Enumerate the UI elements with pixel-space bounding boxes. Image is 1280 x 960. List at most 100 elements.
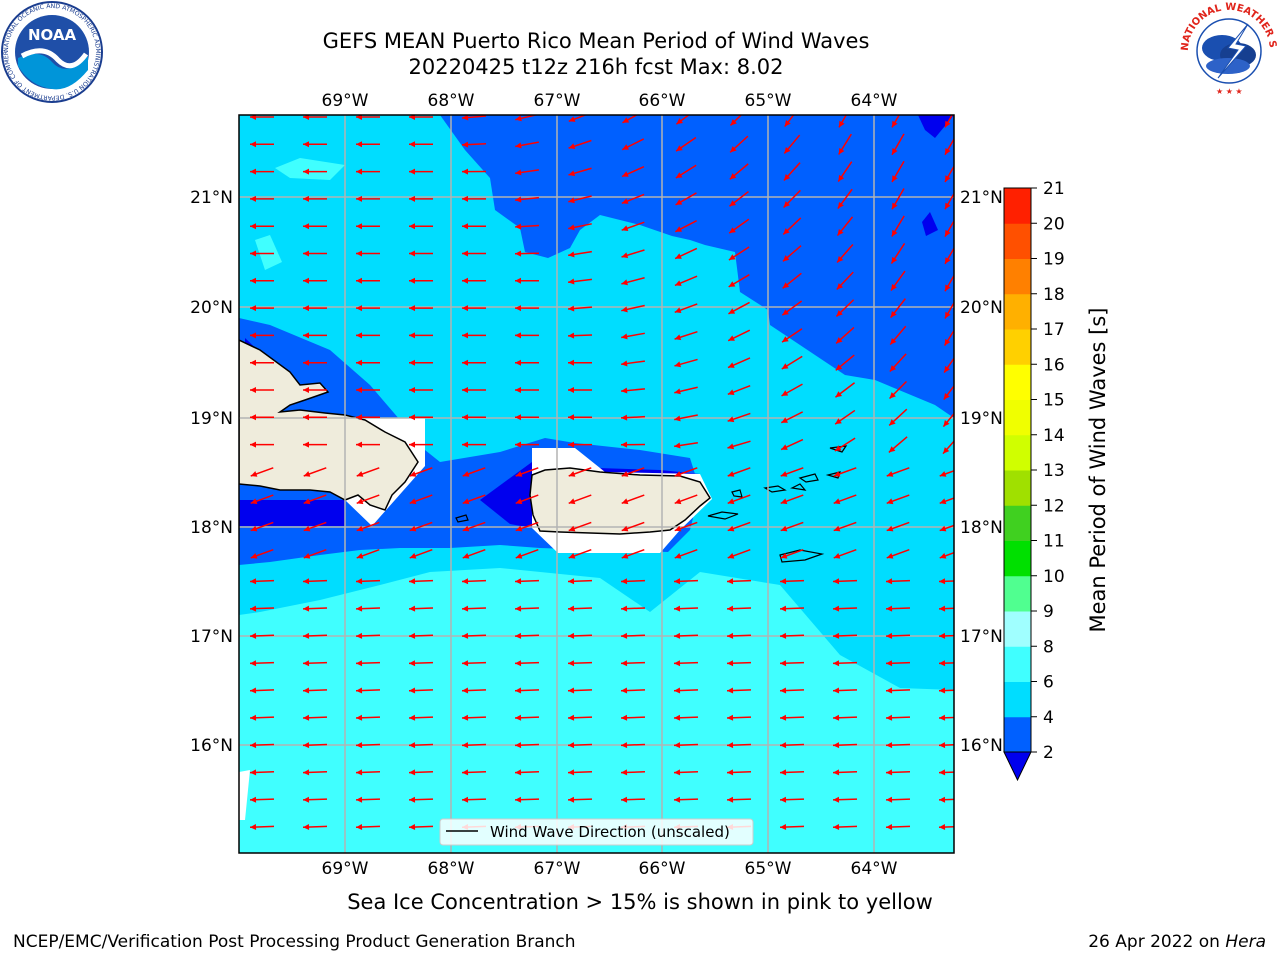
wind-wave-arrowhead [889, 392, 896, 399]
period-band-2-4 [440, 115, 954, 418]
wind-wave-arrowhead [356, 605, 363, 612]
wind-wave-arrowhead [409, 305, 415, 312]
land-puerto-rico [529, 467, 711, 535]
island-mona [455, 514, 469, 523]
wind-wave-arrowhead [781, 417, 789, 423]
wind-wave-arrowhead [303, 168, 309, 175]
colorbar-swatch [1004, 681, 1031, 718]
wind-wave-arrowhead [674, 498, 682, 505]
wind-wave-arrowhead [886, 553, 894, 559]
wind-wave-arrowhead [782, 309, 789, 316]
wind-wave-arrowhead [838, 174, 845, 182]
wind-wave-arrowhead [886, 660, 893, 667]
wind-wave-arrowhead [409, 250, 415, 257]
colorbar-swatch [1004, 434, 1031, 471]
wind-wave-arrowhead [515, 441, 521, 448]
wind-wave-arrowhead [939, 578, 946, 585]
wind-wave-arrowhead [356, 168, 362, 175]
wind-wave-arrowhead [621, 687, 628, 694]
wind-wave-arrowhead [356, 332, 362, 339]
wind-wave-arrowhead [780, 742, 787, 749]
wind-wave-arrowhead [303, 632, 310, 639]
wind-wave-arrowhead [780, 525, 788, 532]
lon-label: 68°W [428, 859, 475, 879]
colorbar-tick-label: 16 [1043, 355, 1065, 375]
wind-wave-arrowhead [782, 255, 790, 262]
wind-wave-arrowhead [250, 250, 256, 257]
wind-wave-arrowhead [462, 332, 468, 339]
wind-wave-arrowhead [621, 605, 628, 612]
wind-wave-arrowhead [945, 311, 951, 319]
period-band-under-2 [918, 115, 954, 138]
wind-wave-arrowhead [727, 605, 734, 612]
wind-wave-arrowhead [462, 141, 469, 148]
wind-wave-arrowhead [730, 146, 737, 153]
colorbar-swatch [1004, 364, 1031, 400]
wind-wave-arrowhead [674, 361, 682, 368]
wind-wave-arrowhead [939, 605, 946, 612]
wind-wave-arrowhead [515, 660, 522, 667]
wind-wave-arrowhead [303, 414, 309, 421]
land-hispaniola [239, 339, 419, 511]
wind-wave-arrowhead [834, 445, 842, 452]
wind-wave-arrowhead [568, 769, 575, 776]
wind-wave-arrowhead [728, 335, 735, 341]
wind-wave-arrowhead [303, 250, 309, 257]
wind-wave-arrowhead [944, 338, 951, 346]
wind-wave-arrowhead [833, 660, 840, 667]
wind-wave-arrowhead [727, 742, 734, 749]
wind-wave-arrowhead [515, 387, 521, 393]
wind-wave-arrowhead [727, 796, 734, 803]
colorbar-swatch [1004, 716, 1031, 753]
wind-wave-arrowhead [621, 198, 629, 204]
wind-wave-arrowhead [835, 391, 843, 398]
wind-wave-arrowhead [303, 660, 310, 667]
wind-wave-arrowhead [568, 578, 575, 585]
wind-wave-arrowhead [727, 471, 735, 477]
wind-wave-arrowhead [621, 387, 628, 394]
lat-label: 17°N [960, 627, 1003, 647]
wind-wave-arrowhead [621, 525, 629, 532]
wind-wave-arrowhead [250, 769, 257, 776]
wind-wave-arrowhead [515, 115, 522, 122]
wind-wave-arrowhead [568, 714, 575, 721]
wind-wave-arrowhead [889, 365, 897, 372]
wind-wave-arrowhead [836, 310, 843, 317]
wind-wave-arrowhead [782, 282, 790, 289]
wind-wave-arrowhead [515, 714, 522, 721]
wind-wave-arrowhead [729, 173, 737, 180]
wind-wave-arrowhead [727, 525, 735, 532]
wind-wave-arrowhead [409, 195, 415, 202]
wind-wave-arrowhead [939, 742, 946, 749]
wind-wave-arrowhead [250, 632, 257, 639]
wind-wave-arrowhead [886, 714, 893, 721]
island-st-thomas [763, 485, 787, 493]
masked-region [239, 770, 250, 820]
wind-wave-arrowhead [409, 687, 416, 694]
wind-wave-arrowhead [780, 769, 787, 776]
wind-wave-arrowhead [621, 360, 628, 367]
wind-wave-arrowhead [250, 387, 256, 393]
wind-wave-arrowhead [621, 306, 628, 313]
lat-labels-left: 21°N 20°N 19°N 18°N 17°N 16°N [190, 188, 233, 756]
wind-wave-arrowhead [409, 714, 416, 721]
wind-wave-arrowhead [303, 305, 309, 312]
wind-wave-arrowhead [780, 796, 787, 803]
wind-wave-arrowhead [784, 119, 791, 127]
lon-label: 64°W [851, 859, 898, 879]
wind-wave-arrowhead [674, 388, 681, 395]
wind-wave-arrowhead [892, 202, 898, 210]
wind-wave-arrowhead [515, 332, 521, 339]
wind-wave-arrowhead [784, 146, 791, 154]
wind-wave-arrowhead [462, 223, 468, 230]
wind-wave-arrowhead [836, 283, 844, 290]
colorbar-swatch [1004, 470, 1031, 506]
wind-wave-arrowhead [781, 444, 788, 450]
wind-wave-arrowhead [515, 142, 522, 149]
wind-wave-arrowhead [462, 250, 468, 257]
wind-wave-arrowhead [303, 687, 310, 694]
wind-wave-arrowhead [621, 578, 628, 585]
map-legend: Wind Wave Direction (unscaled) [439, 818, 754, 846]
wind-wave-arrowhead [783, 201, 790, 208]
wind-wave-arrowhead [886, 498, 894, 505]
